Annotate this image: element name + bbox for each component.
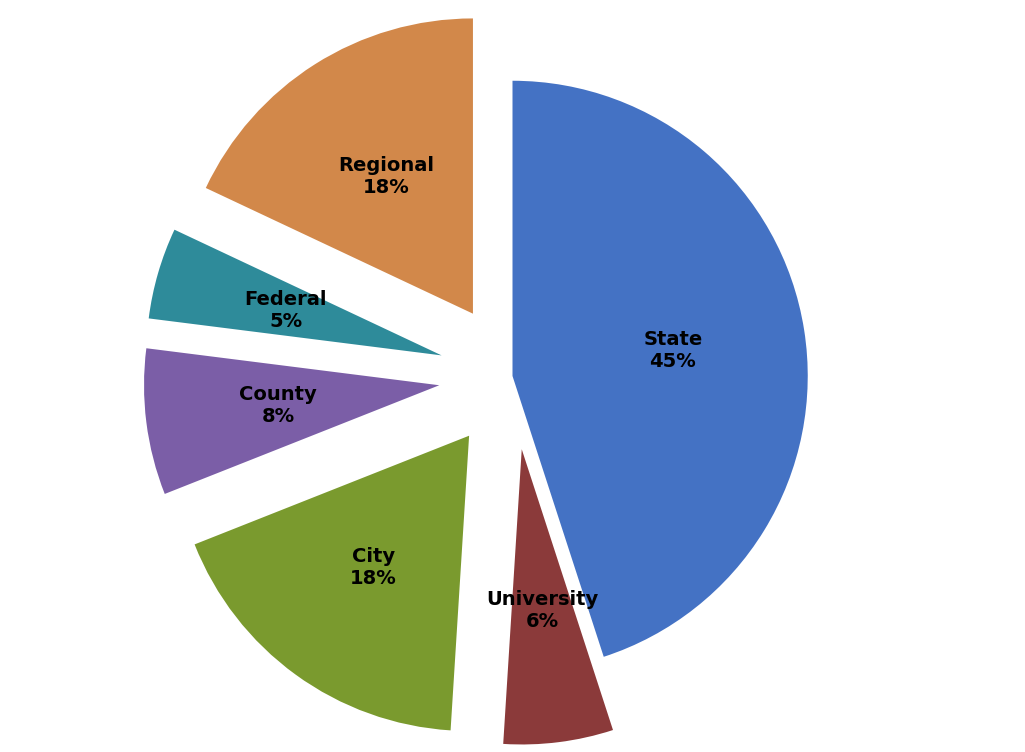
Wedge shape (149, 229, 442, 356)
Text: Federal
5%: Federal 5% (244, 290, 327, 331)
Wedge shape (195, 435, 469, 730)
Wedge shape (206, 19, 473, 314)
Text: University
6%: University 6% (486, 590, 599, 631)
Wedge shape (145, 348, 440, 494)
Wedge shape (512, 80, 808, 656)
Text: County
8%: County 8% (239, 385, 317, 426)
Text: State
45%: State 45% (644, 330, 702, 371)
Text: City
18%: City 18% (351, 547, 397, 587)
Text: Regional
18%: Regional 18% (338, 156, 434, 197)
Wedge shape (503, 449, 613, 744)
